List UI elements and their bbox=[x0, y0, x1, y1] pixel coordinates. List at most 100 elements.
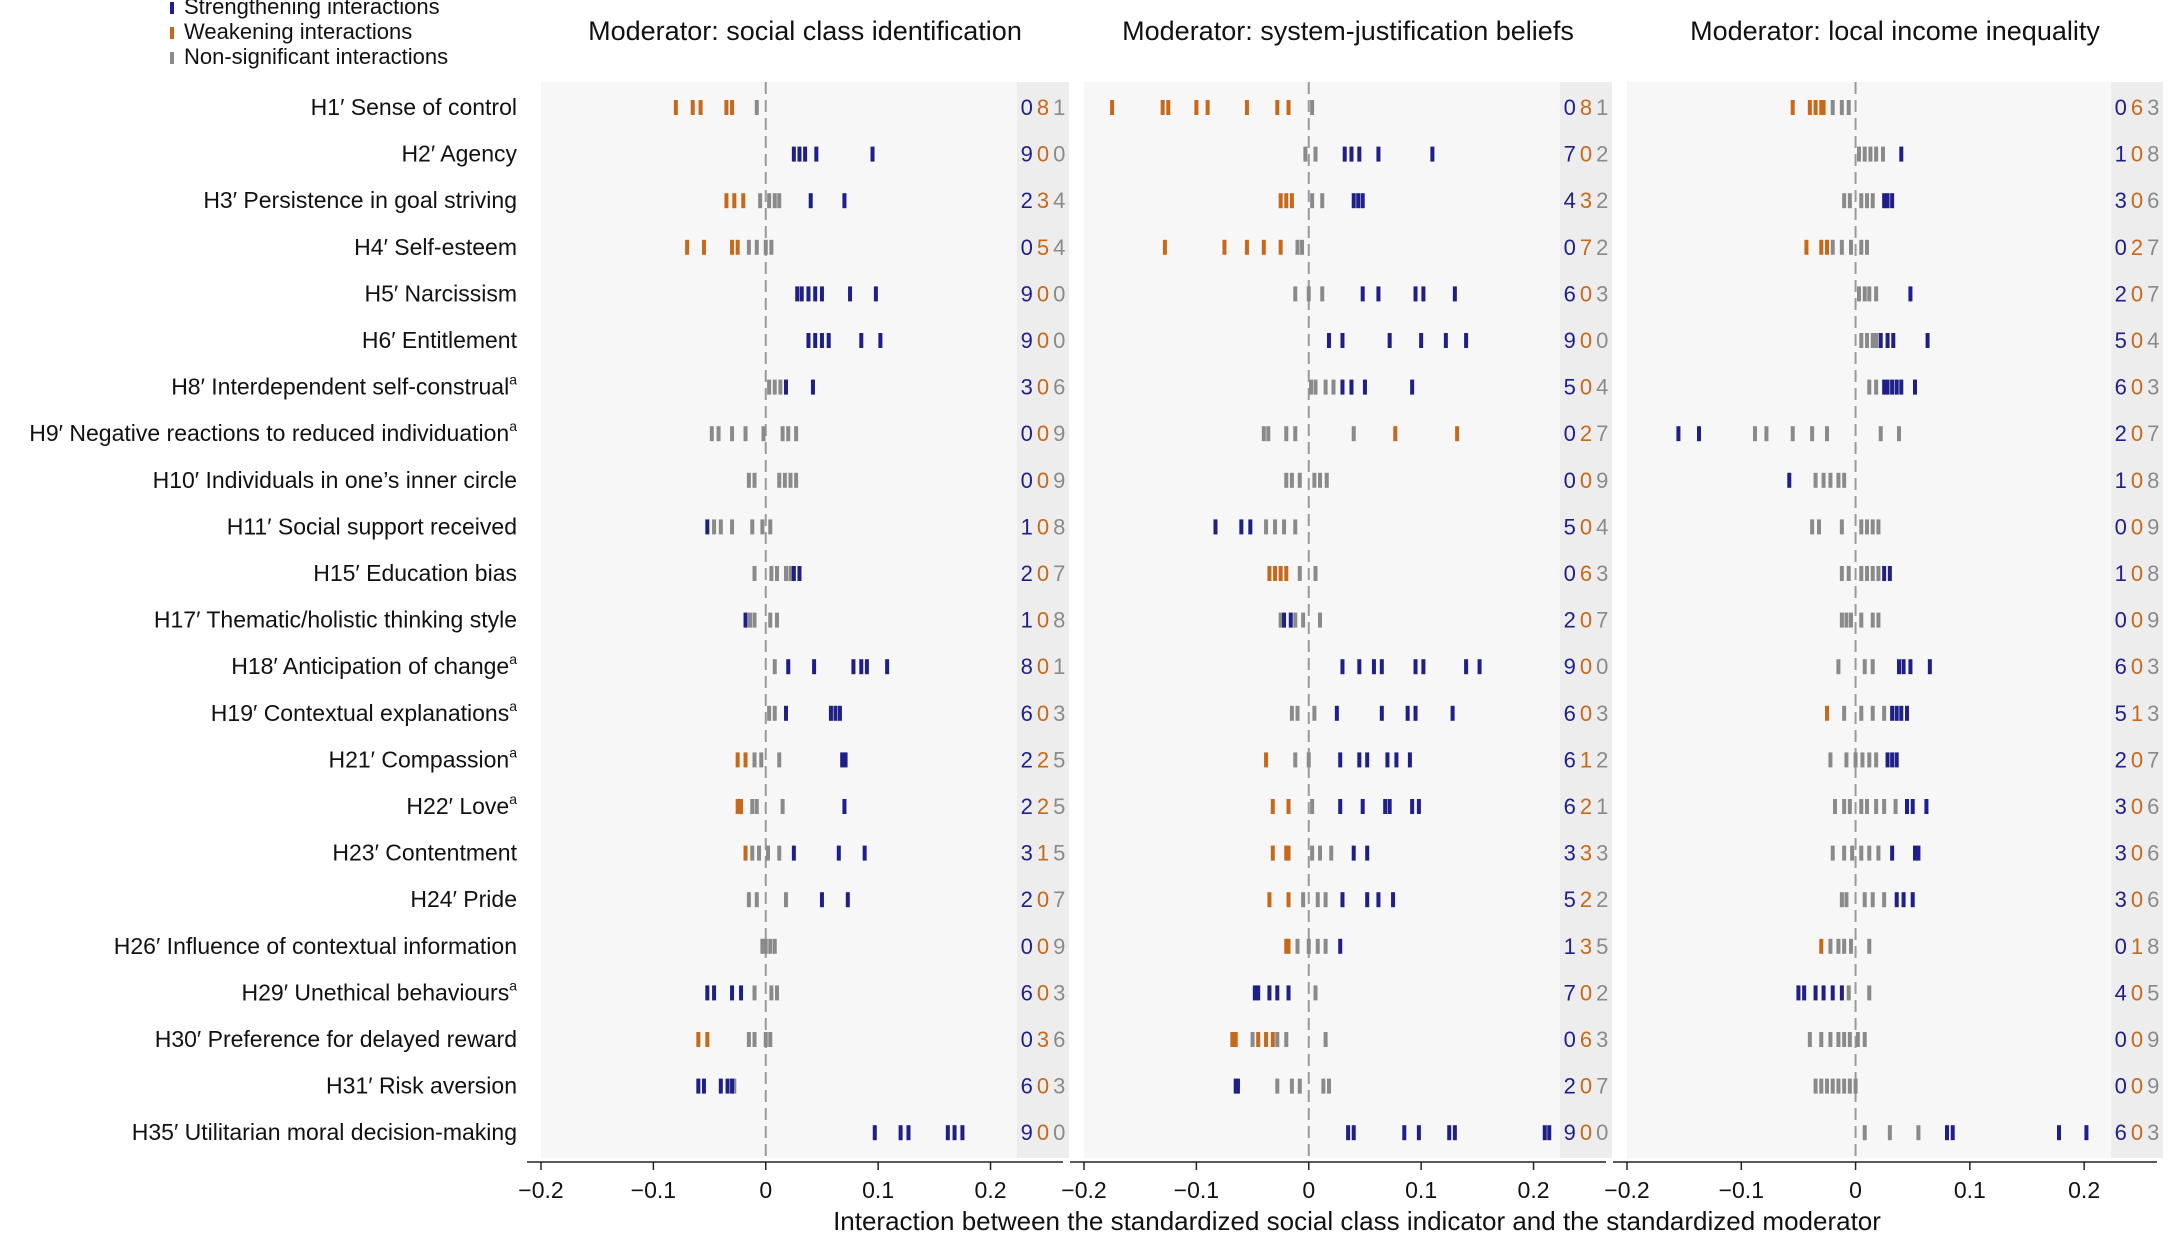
strengthening-mark bbox=[1346, 1125, 1351, 1141]
strengthening-mark bbox=[2084, 1125, 2089, 1141]
nonsignificant-mark bbox=[1867, 752, 1872, 768]
strengthening-count: 0 bbox=[2115, 934, 2127, 959]
nonsignificant-count: 2 bbox=[1596, 747, 1608, 772]
weakening-count: 0 bbox=[2131, 747, 2143, 772]
weakening-count: 0 bbox=[2131, 468, 2143, 493]
nonsignificant-count: 4 bbox=[1053, 235, 1065, 260]
weakening-mark bbox=[1819, 100, 1824, 115]
weakening-mark bbox=[1275, 100, 1280, 115]
strengthening-mark bbox=[1383, 799, 1388, 814]
strengthening-mark bbox=[1464, 333, 1469, 348]
nonsignificant-mark bbox=[1830, 1078, 1835, 1094]
nonsignificant-mark bbox=[1297, 472, 1302, 488]
strengthening-mark bbox=[1547, 1125, 1552, 1141]
nonsignificant-mark bbox=[1830, 100, 1835, 115]
weakening-mark bbox=[1270, 799, 1275, 814]
strengthening-count: 6 bbox=[1021, 701, 1033, 726]
weakening-count: 0 bbox=[1037, 421, 1049, 446]
weakening-count: 1 bbox=[1037, 841, 1049, 866]
x-tick-label: 0.2 bbox=[1518, 1177, 1550, 1203]
nonsignificant-count: 6 bbox=[2147, 794, 2159, 819]
nonsignificant-mark bbox=[1836, 1032, 1841, 1047]
nonsignificant-mark bbox=[1849, 239, 1853, 255]
nonsignificant-mark bbox=[754, 799, 759, 814]
nonsignificant-mark bbox=[1876, 519, 1881, 535]
nonsignificant-mark bbox=[1870, 333, 1875, 348]
strengthening-mark bbox=[1252, 985, 1257, 1001]
nonsignificant-count: 3 bbox=[1053, 980, 1065, 1005]
nonsignificant-count: 5 bbox=[1596, 934, 1608, 959]
nonsignificant-mark bbox=[1916, 1125, 1921, 1141]
weakening-count: 0 bbox=[1580, 328, 1592, 353]
row-labels: H1′ Sense of control H2′ Agency H3′ Persis… bbox=[29, 94, 517, 1145]
strengthening-count: 0 bbox=[1564, 235, 1576, 260]
nonsignificant-mark bbox=[1830, 239, 1835, 255]
weakening-mark bbox=[1819, 938, 1824, 954]
nonsignificant-count: 2 bbox=[1596, 188, 1608, 213]
weakening-mark bbox=[732, 193, 737, 209]
strengthening-mark bbox=[1894, 892, 1899, 908]
panel-title: Moderator: social class identification bbox=[588, 16, 1022, 46]
nonsignificant-count: 0 bbox=[1596, 654, 1608, 679]
weakening-count: 0 bbox=[1580, 514, 1592, 539]
nonsignificant-mark bbox=[754, 892, 759, 908]
nonsignificant-mark bbox=[1857, 146, 1861, 162]
nonsignificant-count: 0 bbox=[1053, 281, 1065, 306]
row-label: H24′ Pride bbox=[410, 886, 517, 912]
nonsignificant-mark bbox=[1819, 1032, 1824, 1047]
strengthening-mark bbox=[1365, 845, 1370, 861]
strengthening-mark bbox=[1256, 985, 1261, 1001]
nonsignificant-mark bbox=[1842, 938, 1847, 954]
nonsignificant-mark bbox=[1836, 472, 1841, 488]
nonsignificant-mark bbox=[1250, 1032, 1255, 1047]
strengthening-mark bbox=[1391, 892, 1396, 908]
strengthening-mark bbox=[1235, 1078, 1240, 1094]
strengthening-mark bbox=[1913, 379, 1917, 395]
weakening-count: 0 bbox=[2131, 281, 2143, 306]
strengthening-count: 8 bbox=[1021, 654, 1033, 679]
nonsignificant-mark bbox=[750, 799, 755, 814]
nonsignificant-mark bbox=[1893, 799, 1898, 814]
nonsignificant-mark bbox=[1313, 379, 1318, 395]
strengthening-mark bbox=[810, 379, 815, 395]
row-label: H2′ Agency bbox=[401, 141, 517, 167]
nonsignificant-mark bbox=[1839, 100, 1844, 115]
weakening-mark bbox=[1162, 239, 1167, 255]
weakening-count: 6 bbox=[1580, 1027, 1592, 1052]
strengthening-mark bbox=[1416, 799, 1421, 814]
strengthening-count: 2 bbox=[1021, 747, 1033, 772]
strengthening-mark bbox=[1676, 426, 1681, 442]
nonsignificant-mark bbox=[1323, 379, 1328, 395]
weakening-count: 1 bbox=[1580, 747, 1592, 772]
weakening-count: 1 bbox=[2131, 934, 2143, 959]
nonsignificant-mark bbox=[1310, 799, 1315, 814]
nonsignificant-mark bbox=[1810, 519, 1815, 535]
strengthening-mark bbox=[1282, 612, 1287, 628]
weakening-mark bbox=[1222, 239, 1227, 255]
nonsignificant-mark bbox=[1318, 845, 1322, 861]
nonsignificant-mark bbox=[748, 612, 753, 628]
strengthening-count: 6 bbox=[1564, 747, 1576, 772]
weakening-count: 0 bbox=[1037, 142, 1049, 167]
weakening-mark bbox=[1813, 100, 1818, 115]
strengthening-mark bbox=[1275, 985, 1280, 1001]
weakening-mark bbox=[673, 100, 678, 115]
nonsignificant-count: 3 bbox=[2147, 1120, 2159, 1145]
nonsignificant-mark bbox=[1828, 938, 1833, 954]
